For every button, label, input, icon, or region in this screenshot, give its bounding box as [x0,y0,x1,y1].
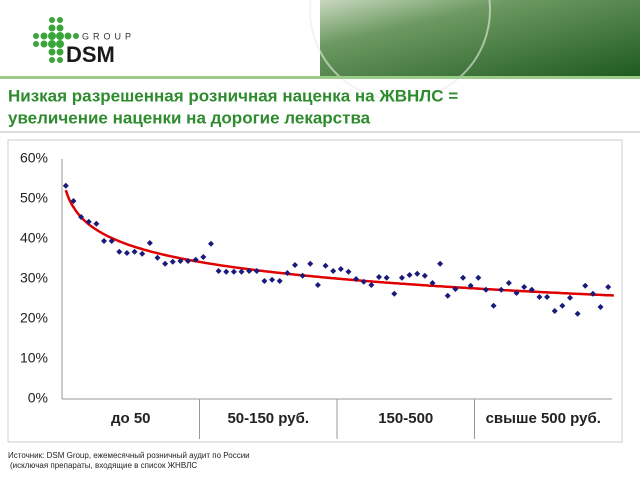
data-point [85,218,92,225]
data-point [353,276,360,282]
data-point [253,268,260,274]
data-point [467,282,474,289]
y-tick-label: 0% [28,390,48,406]
title: увеличение наценки на дорогие лекарства [8,108,371,127]
data-point [101,238,108,244]
data-point [169,258,176,265]
data-point [322,262,329,269]
data-point [498,286,505,293]
logo-brand: DSM [66,42,115,67]
group-label: свыше 500 руб. [486,410,601,427]
clock-face [309,0,491,101]
data-point [482,286,489,293]
data-point [131,248,138,255]
data-point [566,294,573,301]
data-point [391,290,398,297]
header-image [320,0,640,76]
data-point [108,238,115,244]
data-point [307,260,314,267]
data-point [574,310,581,317]
data-point [536,294,543,300]
y-tick-label: 50% [20,190,48,206]
data-point [200,254,207,260]
data-point [276,278,283,284]
data-point [376,274,383,280]
data-point [513,290,520,296]
data-point [246,268,253,274]
data-point [589,290,596,297]
data-point [582,282,589,289]
header-strip [0,76,640,79]
data-point [452,286,459,292]
data-point [544,294,551,300]
data-point [551,308,558,314]
data-point [284,270,291,276]
data-point [597,304,604,310]
data-point [116,248,123,255]
data-point [559,302,566,309]
data-point [360,278,367,285]
data-point [383,274,390,281]
source: (исключая препараты, входящие в список Ж… [10,461,197,470]
y-tick-label: 30% [20,270,48,286]
data-point [475,274,482,281]
data-point [429,280,436,286]
group-label: 150-500 [378,410,433,427]
data-point [291,262,298,268]
data-point [605,284,612,290]
data-point [528,286,535,293]
trend-line [64,189,614,297]
data-point [70,198,77,204]
data-point [207,240,214,247]
data-point [460,274,467,281]
data-point [223,268,230,275]
data-point [330,268,337,274]
data-point [230,268,237,275]
logo-mark [33,17,79,63]
y-tick-label: 40% [20,230,48,246]
group-label: до 50 [111,410,151,427]
data-point [146,240,153,246]
y-tick-label: 10% [20,350,48,366]
data-point [192,256,199,263]
data-point [139,250,146,257]
data-point [444,292,451,299]
logo-group: GROUP [82,31,135,41]
data-point [269,276,276,283]
data-point [215,268,222,274]
data-point [337,266,344,272]
data-point [398,274,405,281]
data-point [314,282,321,288]
data-point [414,270,421,277]
group-label: 50-150 руб. [227,410,309,427]
data-point [123,250,130,256]
y-tick-label: 60% [20,150,48,166]
data-point [421,272,428,279]
data-point [521,284,528,290]
y-tick-label: 20% [20,310,48,326]
data-point [154,254,161,261]
data-point [345,268,352,275]
data-point [299,272,306,279]
data-point [185,258,192,264]
data-point [261,278,268,284]
data-point [62,182,69,189]
data-point [406,272,413,278]
data-point [78,214,85,220]
data-point [490,302,497,309]
source: Источник: DSM Group, ежемесячный розничн… [8,451,250,460]
data-point [368,282,375,288]
title: Низкая разрешенная розничная наценка на … [8,86,458,105]
data-point [177,258,184,264]
data-point [437,260,444,267]
data-point [238,268,245,275]
data-point [93,220,100,227]
data-point [505,280,512,286]
data-point [162,260,169,267]
